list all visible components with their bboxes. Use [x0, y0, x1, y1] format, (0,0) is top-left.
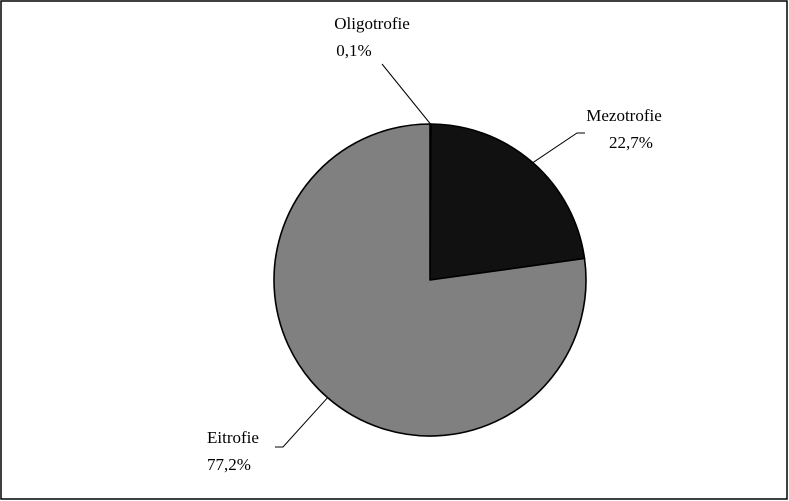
leader-line-oligotrofie — [381, 63, 431, 125]
slice-label-eitrofie-name: Eitrofie — [207, 428, 259, 447]
pie-slice-mezotrofie — [429, 123, 586, 281]
leader-line-mezotrofie — [532, 132, 585, 164]
pie-slice-eitrofie — [273, 123, 587, 437]
leader-line-eitrofie — [275, 397, 328, 448]
slice-label-oligotrofie-value: 0,1% — [336, 41, 371, 60]
slice-label-oligotrofie-name: Oligotrofie — [334, 14, 410, 33]
pie-slices — [273, 123, 587, 437]
slice-label-eitrofie-value: 77,2% — [207, 455, 251, 474]
slice-label-mezotrofie-value: 22,7% — [609, 133, 653, 152]
slice-label-mezotrofie-name: Mezotrofie — [586, 106, 662, 125]
leader-lines — [275, 63, 585, 448]
